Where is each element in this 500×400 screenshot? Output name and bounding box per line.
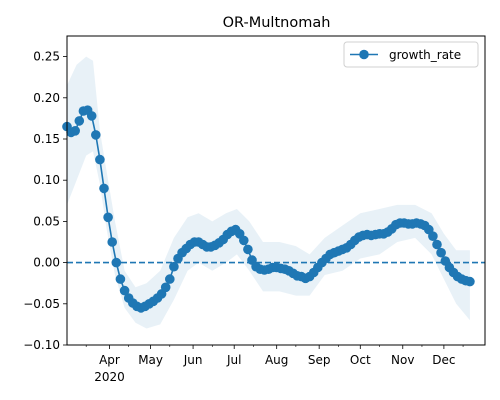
x-axis: Apr May Jun Jul Aug Sep Oct Nov Dec 2020 (85, 345, 464, 384)
legend-box (343, 41, 479, 68)
data-point-89 (428, 231, 438, 241)
plot-area (62, 56, 485, 329)
data-point-2 (70, 126, 80, 136)
y-tick-label: 0.05 (33, 214, 60, 228)
confidence-band (67, 56, 470, 329)
data-point-11 (107, 237, 117, 247)
data-point-9 (99, 183, 109, 194)
y-tick-label: 0.10 (33, 173, 60, 187)
chart-title: OR-Multnomah (223, 15, 331, 31)
data-point-24 (160, 282, 171, 293)
y-axis: −0.10 −0.05 0.00 0.05 0.10 0.15 0.20 0.25 (23, 50, 67, 352)
data-point-98 (465, 276, 475, 287)
x-tick-label: Sep (308, 353, 331, 367)
legend-marker-swatch (359, 49, 369, 60)
x-tick-label: Aug (265, 353, 288, 367)
data-point-43 (239, 235, 249, 246)
data-point-10 (103, 212, 113, 223)
x-tick-label: Dec (432, 353, 455, 367)
y-tick-label: 0.20 (33, 91, 60, 105)
growth-rate-points (62, 105, 475, 313)
y-tick-label: 0.15 (33, 132, 60, 146)
data-point-91 (436, 247, 446, 258)
legend: growth_rate (343, 41, 479, 68)
data-point-90 (432, 239, 442, 250)
data-point-12 (111, 257, 122, 268)
plot-frame (66, 35, 486, 346)
x-tick-label: May (138, 353, 163, 367)
y-tick-label: −0.05 (23, 297, 60, 311)
y-tick-label: 0.25 (33, 50, 60, 64)
data-point-44 (243, 244, 253, 255)
data-point-7 (91, 130, 101, 140)
y-tick-label: −0.10 (23, 338, 60, 352)
data-point-26 (169, 261, 179, 272)
data-point-25 (165, 274, 175, 284)
x-tick-label: Oct (350, 353, 371, 367)
x-tick-label: Jun (183, 353, 203, 367)
x-year-label: 2020 (94, 370, 125, 384)
data-point-3 (74, 116, 85, 126)
legend-label-growth-rate: growth_rate (389, 48, 461, 62)
x-tick-label: Jul (226, 353, 241, 367)
data-point-8 (95, 154, 105, 165)
data-point-6 (86, 111, 97, 121)
y-tick-label: 0.00 (33, 256, 60, 270)
x-tick-label: Nov (391, 353, 414, 367)
data-point-13 (115, 274, 126, 284)
data-point-14 (119, 285, 130, 296)
x-tick-label: Apr (99, 353, 120, 367)
